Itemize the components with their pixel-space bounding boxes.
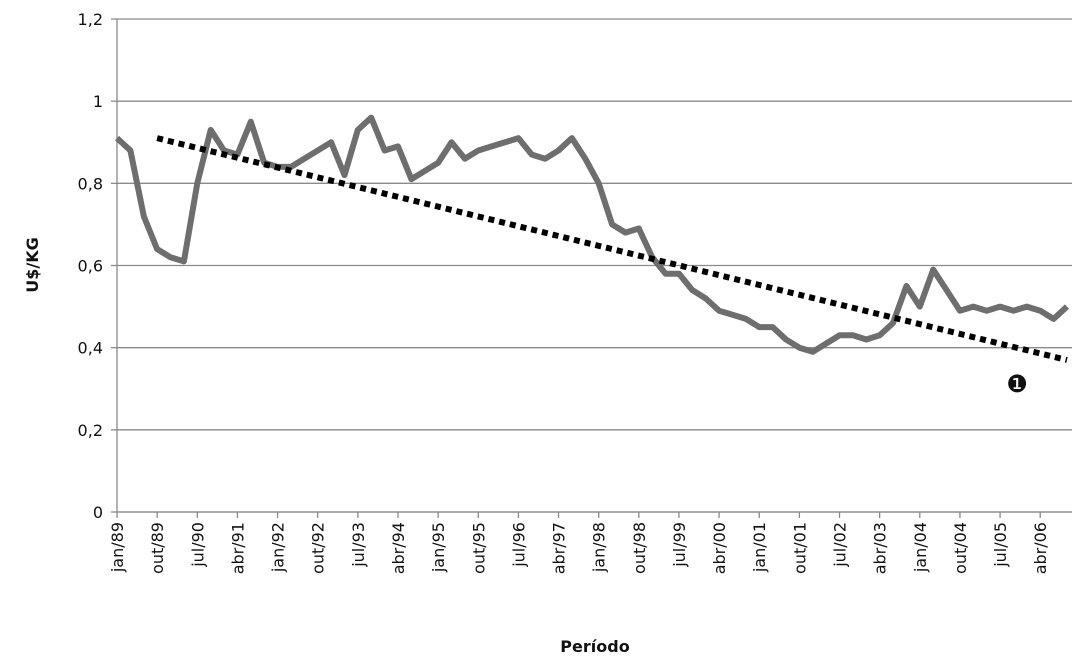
x-tick-label: jul/96 <box>509 522 528 568</box>
x-tick-label: out/92 <box>309 522 328 574</box>
x-tick-label: jul/05 <box>991 522 1010 568</box>
y-tick-label: 1 <box>93 92 103 111</box>
x-tick-label: jul/02 <box>831 522 850 568</box>
y-tick-label: 0,8 <box>78 174 103 193</box>
x-tick-label: out/04 <box>951 522 970 574</box>
x-axis-label: Período <box>560 637 629 656</box>
y-tick-label: 0 <box>93 503 103 522</box>
data-line <box>114 114 1070 355</box>
x-tick-label: jan/92 <box>269 522 288 573</box>
x-tick-label: abr/06 <box>1031 522 1050 574</box>
x-tick-label: jan/89 <box>108 522 127 573</box>
x-tick-label: out/95 <box>469 522 488 574</box>
x-tick-label: jan/01 <box>750 522 769 573</box>
y-tick-label: 0,2 <box>78 421 103 440</box>
x-tick-label: abr/03 <box>871 522 890 574</box>
x-tick-label: abr/97 <box>550 522 569 574</box>
y-tick-label: 0,4 <box>78 339 103 358</box>
trend-line <box>156 135 1068 363</box>
x-tick-label: jan/98 <box>590 522 609 573</box>
x-tick-label: out/01 <box>790 522 809 574</box>
x-tick-label: abr/91 <box>228 522 247 574</box>
x-tick-label: jan/95 <box>429 522 448 573</box>
x-tick-label: out/89 <box>148 522 167 574</box>
annotation: ❶ <box>1006 370 1028 398</box>
x-tick-label: abr/94 <box>389 522 408 574</box>
x-tick-label: abr/00 <box>710 522 729 574</box>
y-tick-label: 0,6 <box>78 257 103 276</box>
x-tick-label: jan/04 <box>911 522 930 573</box>
x-tick-label: jul/99 <box>670 522 689 568</box>
x-tick-label: jul/93 <box>349 522 368 568</box>
y-tick-label: 1,2 <box>78 10 103 29</box>
x-tick-label: jul/90 <box>188 522 207 568</box>
y-axis-label: U$/KG <box>23 237 42 293</box>
x-tick-label: out/98 <box>630 522 649 574</box>
